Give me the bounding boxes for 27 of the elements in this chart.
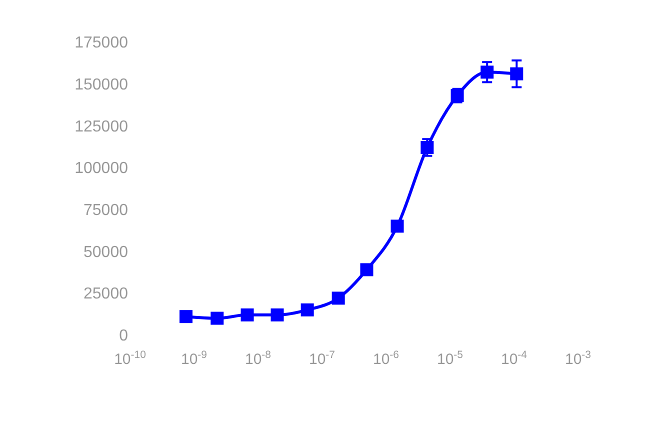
y-tick-label: 150000 <box>74 76 128 94</box>
point <box>210 312 224 325</box>
y-tick-label: 175000 <box>74 34 128 52</box>
x-tick-label: 10$^{-9}$ <box>180 349 208 368</box>
y-tick-label: 50000 <box>84 244 128 261</box>
point <box>360 263 374 276</box>
x-tick-label: 10$^{-10}$ <box>114 349 146 368</box>
x-tick-label: 10$^{-8}$ <box>244 349 272 368</box>
x-tick-label: 10$^{-7}$ <box>308 349 336 368</box>
y-tick-label: 75000 <box>84 202 128 220</box>
point <box>240 308 254 322</box>
x-tick-label: 10$^{-3}$ <box>564 349 592 368</box>
y-tick-label: 125000 <box>74 118 128 136</box>
x-tick-label: 10$^{-4}$ <box>500 349 528 368</box>
point <box>332 292 345 305</box>
y-tick-label: 0 <box>119 328 128 345</box>
point <box>390 220 404 233</box>
point <box>180 310 193 324</box>
point <box>420 140 434 154</box>
point <box>270 308 284 322</box>
point <box>480 66 494 79</box>
y-tick-label: 25000 <box>84 286 128 303</box>
y-tick-label: 100000 <box>74 160 128 178</box>
point <box>510 67 524 80</box>
x-tick-label: 10$^{-5}$ <box>436 349 464 368</box>
x-tick-label: 10$^{-6}$ <box>372 349 400 368</box>
point <box>300 303 314 316</box>
